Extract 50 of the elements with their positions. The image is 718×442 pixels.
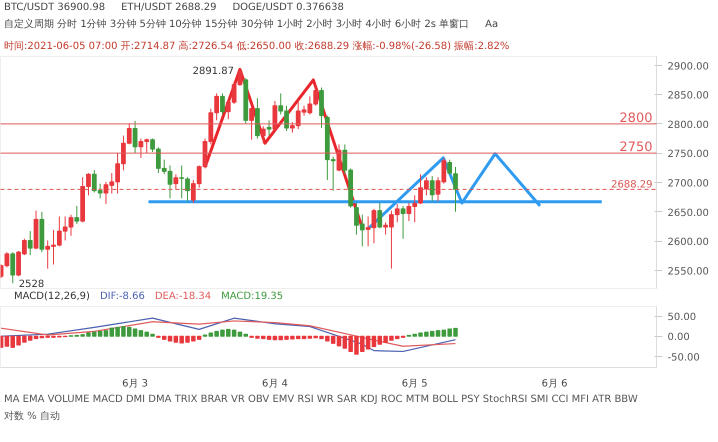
chart-title: MACD(12,26,9) [14, 291, 90, 302]
line-series [0, 318, 456, 352]
text: 对数 % 自动 [4, 410, 60, 424]
ref-line-label: 2750 [619, 140, 653, 156]
annotation: 2528 [18, 279, 44, 290]
y-tick-label: 0.00 [668, 332, 690, 344]
y-tick-label: 2550.00 [668, 266, 709, 278]
candlestick [179, 164, 184, 199]
text: 自定义周期 分时 1分钟 3分钟 5分钟 10分钟 15分钟 30分钟 1小时 2小时 3小时 4小时 6小时 2s 单窗口 [4, 18, 470, 32]
candlestick [220, 92, 225, 115]
y-tick-label: 2850.00 [668, 90, 709, 102]
candlestick [132, 120, 138, 154]
candlestick [377, 202, 382, 229]
x-tick-label: 6月 5 [402, 378, 428, 390]
candlestick [74, 205, 80, 225]
y-tick-label: 2600.00 [668, 237, 709, 248]
candlestick [10, 252, 16, 284]
candlestick [336, 144, 342, 172]
chart-subtitle: 时间:2021-06-05 07:00 开:2714.87 高:2726.54 低:2650.00 收:2688.29 涨幅:-0.98%(-26.58) 振幅:2.82% [4, 41, 510, 52]
text: Aa [485, 18, 498, 32]
x-tick-label: 6月 3 [122, 378, 148, 390]
x-tick-label: 6月 6 [542, 378, 568, 390]
text: MACD:19.35 [221, 291, 284, 302]
line-series [0, 320, 456, 347]
x-tick-label: 6月 4 [262, 378, 288, 390]
candlestick [28, 230, 33, 256]
y-tick-label: -50.00 [668, 352, 700, 364]
y-tick-label: 2900.00 [668, 61, 709, 72]
y-tick-label: 2750.00 [668, 149, 709, 160]
text: MA EMA VOLUME MACD DMI DMA TRIX BRAR VR OBV EMV RSI WR SAR KDJ ROC MTM BOLL PSY StochRSI SMI CCI MFI ATR BBW [4, 393, 638, 407]
candlestick [249, 105, 254, 140]
text: BTC/USDT 36900.98 [4, 1, 106, 15]
text: DOGE/USDT 0.376638 [232, 1, 344, 15]
y-tick-label: 2700.00 [668, 178, 709, 190]
annotation: 2891.87 [192, 66, 234, 78]
y-tick-label: 50.00 [668, 312, 696, 324]
candlestick [173, 174, 178, 190]
y-tick-label: 2800.00 [668, 120, 709, 131]
text: ETH/USDT 2688.29 [121, 1, 216, 15]
candlestick [266, 120, 272, 136]
candlestick [272, 100, 278, 132]
series-label: DEA:-18.34 [154, 291, 212, 302]
series-label: DIF:-8.66 [100, 291, 145, 302]
candlestick [185, 176, 190, 202]
candlestick [400, 205, 406, 240]
candlestick [430, 176, 435, 202]
ref-line-label: 2688.29 [611, 179, 653, 190]
y-tick-label: 2650.00 [668, 208, 709, 219]
candlestick [260, 126, 266, 144]
ref-line-label: 2800 [619, 110, 653, 126]
